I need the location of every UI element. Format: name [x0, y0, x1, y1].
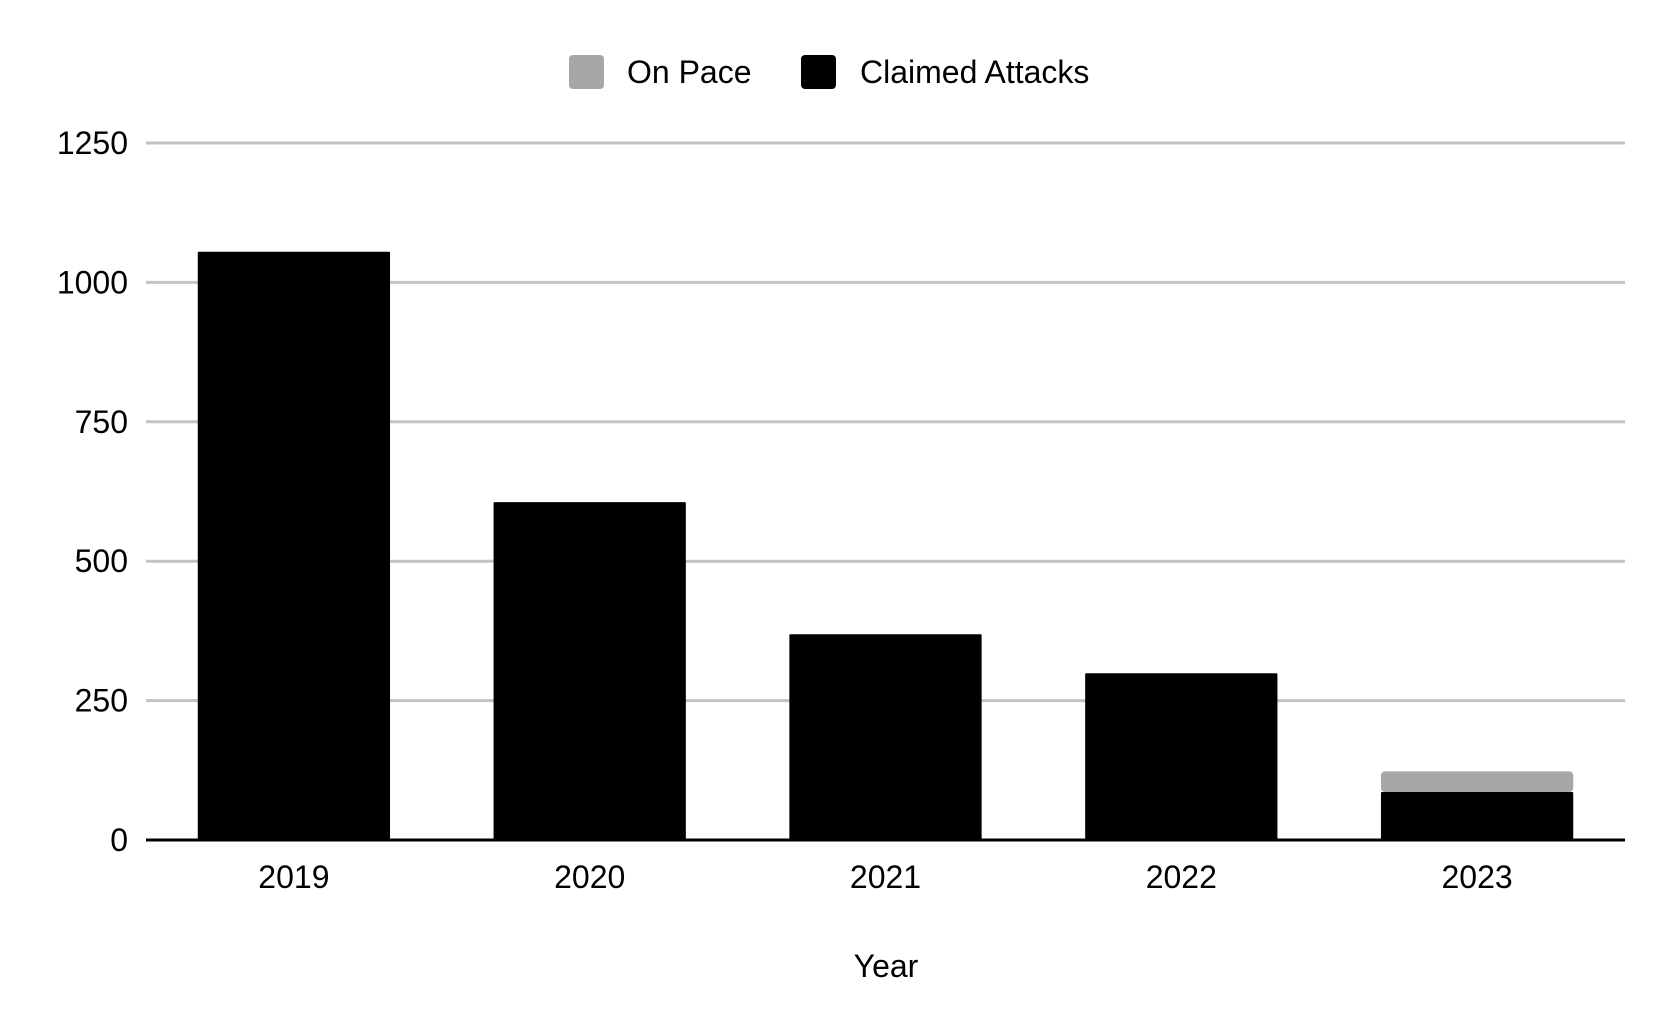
- y-tick-label-750: 750: [75, 404, 128, 440]
- bar-claimed-attacks-2022: [1085, 673, 1278, 840]
- legend-swatch-on-pace: [569, 55, 604, 89]
- y-axis-ticks: 0 250 500 750 1000 1250: [57, 125, 128, 858]
- y-tick-label-1250: 1250: [57, 125, 128, 161]
- gridlines: [146, 141, 1625, 703]
- legend-label-claimed-attacks: Claimed Attacks: [860, 54, 1089, 90]
- x-axis-ticks: 2019 2020 2021 2022 2023: [258, 859, 1512, 895]
- x-tick-label-2022: 2022: [1146, 859, 1217, 895]
- bar-claimed-attacks-2019: [197, 251, 391, 840]
- legend-label-on-pace: On Pace: [627, 54, 752, 90]
- x-tick-label-2020: 2020: [554, 859, 625, 895]
- bar-on-pace-2023: [1380, 771, 1574, 793]
- x-tick-label-2019: 2019: [258, 859, 329, 895]
- x-tick-label-2021: 2021: [850, 859, 921, 895]
- x-axis-title: Year: [854, 948, 919, 984]
- y-tick-label-1000: 1000: [57, 264, 128, 300]
- x-tick-label-2023: 2023: [1442, 859, 1513, 895]
- y-tick-label-0: 0: [110, 822, 128, 858]
- bar-claimed-attacks-2021: [789, 634, 982, 840]
- bar-claimed-attacks-2023: [1380, 792, 1574, 840]
- bars: [197, 251, 1574, 840]
- bar-claimed-attacks-2020: [493, 502, 686, 840]
- legend-swatch-claimed-attacks: [801, 55, 836, 89]
- y-tick-label-500: 500: [75, 543, 128, 579]
- legend: On Pace Claimed Attacks: [569, 54, 1089, 90]
- y-tick-label-250: 250: [75, 683, 128, 719]
